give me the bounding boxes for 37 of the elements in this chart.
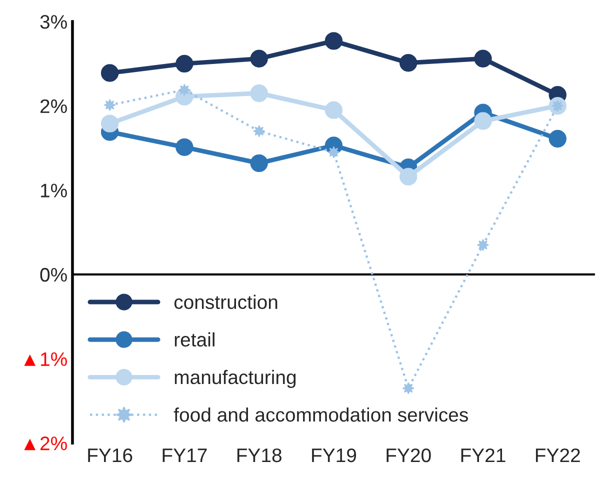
point (474, 50, 492, 68)
x-tick-label: FY17 (162, 448, 207, 462)
point (399, 54, 418, 72)
x-tick-label: FY22 (536, 448, 580, 462)
y-tick-label: 3% (40, 15, 67, 29)
x-tick-label: FY16 (88, 448, 132, 462)
point (104, 98, 116, 112)
y-tick-label: 1% (41, 184, 67, 198)
point (178, 84, 191, 96)
y-tick-label: 0% (40, 268, 67, 282)
legend-label: manufacturing (174, 370, 296, 388)
point (324, 32, 343, 50)
point (100, 64, 119, 82)
legend-label: food and accommodation services (174, 407, 468, 422)
x-tick-label: FY19 (312, 448, 356, 462)
point (402, 382, 414, 394)
x-tick-label: FY21 (461, 448, 506, 462)
point (328, 146, 340, 158)
point (176, 138, 194, 156)
legend-label: retail (174, 332, 214, 347)
point (399, 168, 418, 186)
point (476, 238, 490, 252)
point (252, 125, 266, 138)
point (250, 84, 268, 102)
y-tick-label: ▲1% (24, 352, 67, 366)
point (250, 154, 268, 172)
x-tick-label: FY18 (237, 448, 282, 462)
y-tick-label: ▲2% (24, 436, 67, 450)
point (176, 54, 194, 73)
x-tick-label: FY20 (386, 448, 431, 462)
point (548, 130, 566, 148)
point (324, 101, 343, 119)
point (250, 50, 268, 68)
point (100, 114, 119, 132)
y-tick-label: 2% (40, 99, 67, 114)
legend-label: construction (174, 294, 278, 310)
point (474, 112, 492, 130)
